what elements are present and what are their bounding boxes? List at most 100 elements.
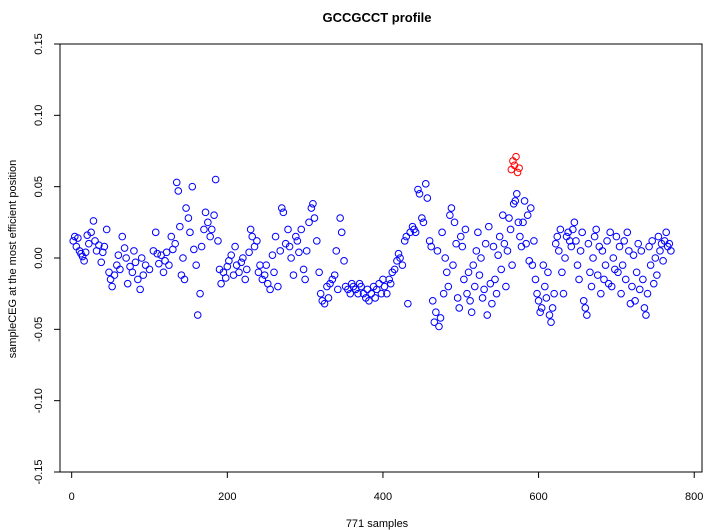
data-point <box>600 275 608 284</box>
data-point <box>145 265 154 274</box>
data-point <box>530 237 538 245</box>
data-point <box>279 208 288 217</box>
data-point <box>131 258 140 267</box>
data-point <box>246 225 255 234</box>
data-point <box>442 268 451 277</box>
data-point <box>555 247 563 255</box>
y-axis: -0.15 -0.10 -0.05 0.00 0.05 0.10 0.15 <box>33 33 60 485</box>
y-tick-label: 0.10 <box>33 105 45 126</box>
data-point <box>346 289 355 298</box>
data-point <box>130 247 138 255</box>
data-point <box>110 271 119 279</box>
data-point <box>245 248 253 257</box>
data-point <box>81 248 90 257</box>
data-point <box>477 254 485 262</box>
data-point <box>573 261 582 269</box>
data-point <box>441 254 450 262</box>
data-point <box>631 297 639 305</box>
data-point <box>165 261 173 269</box>
data-point <box>583 311 591 319</box>
data-point <box>379 275 387 284</box>
data-point <box>176 222 184 231</box>
data-point <box>161 257 169 265</box>
data-point <box>428 297 437 305</box>
data-point <box>460 275 468 284</box>
data-point <box>590 232 599 241</box>
data-point <box>472 247 481 255</box>
data-point <box>637 247 646 255</box>
data-point <box>386 279 395 288</box>
data-point <box>315 268 323 277</box>
data-point <box>584 239 593 248</box>
data-point <box>320 299 329 308</box>
data-point <box>359 289 368 298</box>
x-tick-label: 200 <box>218 491 236 503</box>
data-point <box>455 304 464 312</box>
data-point <box>354 289 362 298</box>
x-axis: 0 200 400 600 800 <box>69 472 703 503</box>
data-point <box>268 251 277 259</box>
data-point <box>332 247 341 255</box>
data-point <box>237 258 246 267</box>
data-point <box>642 311 650 319</box>
data-point <box>427 242 435 251</box>
data-point <box>598 247 607 255</box>
data-point <box>174 187 183 195</box>
data-point <box>450 218 459 227</box>
y-tick-label: 0.05 <box>33 176 45 197</box>
data-point <box>277 204 286 212</box>
data-point <box>561 254 569 262</box>
data-point <box>313 237 321 245</box>
data-point <box>258 275 267 284</box>
data-point <box>337 228 346 237</box>
data-point <box>271 232 280 241</box>
data-point <box>651 254 660 262</box>
data-point <box>192 261 200 269</box>
data-point <box>214 237 222 245</box>
data-point <box>260 271 269 279</box>
y-tick-label: -0.05 <box>33 317 45 342</box>
data-point <box>586 268 594 277</box>
data-point <box>120 244 129 252</box>
data-point <box>340 257 348 265</box>
data-point <box>418 214 426 222</box>
data-point <box>365 297 373 305</box>
data-point <box>520 197 529 205</box>
data-point <box>446 211 454 219</box>
data-point <box>523 211 532 219</box>
data-point <box>640 304 649 312</box>
y-axis-label: sampleCEG at the most efficient position <box>7 160 19 359</box>
data-point <box>201 208 210 217</box>
data-point <box>102 225 111 234</box>
data-point <box>537 304 546 312</box>
data-point <box>629 251 638 259</box>
data-point <box>542 294 551 302</box>
y-tick-label: -0.15 <box>33 459 45 484</box>
data-point <box>621 275 630 284</box>
data-point <box>433 247 442 255</box>
data-point <box>390 265 399 274</box>
data-point <box>80 257 88 265</box>
data-point <box>326 279 334 288</box>
data-point <box>575 275 583 284</box>
data-point <box>330 271 339 279</box>
data-point <box>464 268 473 277</box>
data-point <box>398 261 407 269</box>
data-point <box>402 232 411 241</box>
data-point <box>193 311 202 319</box>
data-point <box>302 247 311 255</box>
data-points <box>69 152 675 331</box>
data-point <box>423 194 432 202</box>
data-point <box>295 248 303 257</box>
data-point <box>558 268 566 277</box>
data-point <box>97 258 106 267</box>
data-point <box>662 228 671 237</box>
data-point <box>646 261 655 269</box>
data-point <box>449 261 457 269</box>
data-point <box>118 232 127 241</box>
data-point <box>623 228 632 237</box>
data-point <box>84 239 93 248</box>
data-point <box>430 318 439 327</box>
data-point <box>231 242 239 251</box>
data-point <box>489 242 498 251</box>
